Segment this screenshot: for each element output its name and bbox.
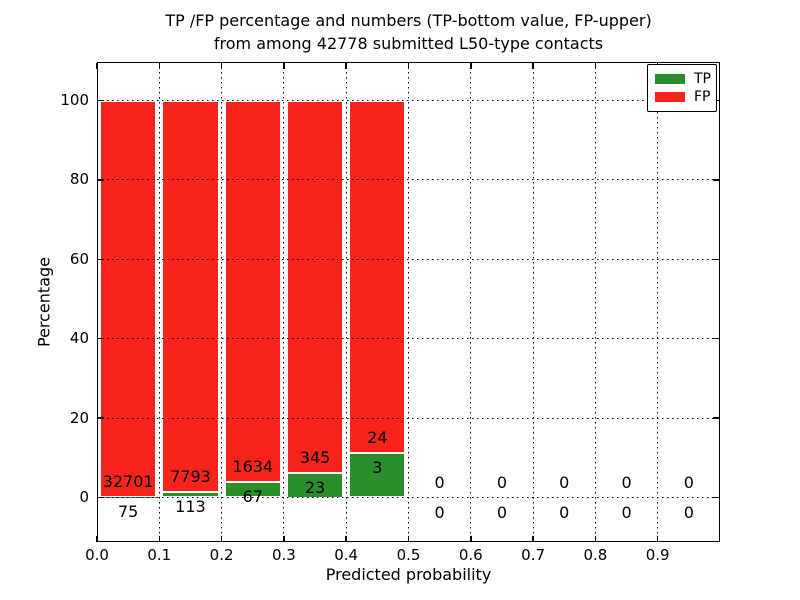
tp-count-label: 0 <box>621 502 632 522</box>
bar-fp-segment <box>348 100 407 454</box>
x-tick-bottom <box>96 536 98 542</box>
x-tick-bottom <box>345 536 347 542</box>
x-tick-bottom <box>158 536 161 542</box>
tp-count-label: 67 <box>242 486 263 506</box>
tp-count-label: 75 <box>117 501 139 521</box>
y-tick-left <box>98 337 104 340</box>
y-tick-label: 60 <box>69 249 89 268</box>
vertical-gridline <box>345 62 347 542</box>
y-tick-label: 20 <box>69 408 89 427</box>
legend-item-fp: FP <box>655 88 711 105</box>
fp-count-label: 0 <box>559 472 570 492</box>
fp-count-label: 345 <box>299 447 331 467</box>
x-tick-bottom <box>656 536 659 542</box>
x-tick-label: 0.6 <box>458 546 483 564</box>
x-tick-label: 0.0 <box>85 546 109 564</box>
y-tick-left <box>98 99 104 102</box>
bar-fp-segment <box>223 100 282 482</box>
fp-count-label: 1634 <box>232 456 274 476</box>
tp-count-label: 0 <box>434 502 445 522</box>
fp-count-label: 0 <box>496 472 508 492</box>
x-tick-bottom <box>220 536 223 542</box>
x-tick-top <box>470 63 472 69</box>
horizontal-gridline <box>97 497 720 498</box>
fp-count-label: 24 <box>367 428 388 448</box>
y-tick-right <box>713 337 719 340</box>
fp-count-label: 0 <box>683 472 694 492</box>
bar-fp-segment <box>161 100 220 492</box>
legend: TP FP <box>647 64 717 112</box>
tp-count-label: 23 <box>304 477 326 497</box>
x-tick-top <box>220 63 223 69</box>
y-tick-right <box>713 496 719 499</box>
vertical-gridline <box>532 62 534 542</box>
bar-fp-segment <box>285 100 345 473</box>
vertical-gridline <box>594 62 596 542</box>
legend-swatch-tp <box>655 74 685 84</box>
bar-tp-segment <box>348 453 407 498</box>
bar-tp-segment <box>223 481 282 498</box>
x-tick-label: 0.7 <box>521 546 546 564</box>
tp-count-label: 0 <box>683 502 694 522</box>
x-tick-bottom <box>532 536 534 542</box>
x-tick-top <box>345 63 347 69</box>
x-axis-label: Predicted probability <box>325 565 492 584</box>
x-tick-top <box>283 63 285 69</box>
fp-count-label: 0 <box>434 472 445 492</box>
legend-item-tp: TP <box>655 70 711 87</box>
y-tick-label: 80 <box>69 170 89 189</box>
chart-title-line2: from among 42778 submitted L50-type cont… <box>213 34 604 53</box>
x-tick-label: 0.2 <box>209 546 234 564</box>
vertical-gridline <box>657 62 659 542</box>
horizontal-gridline <box>97 417 720 419</box>
y-tick-right <box>713 417 719 419</box>
x-tick-label: 0.4 <box>334 546 359 564</box>
x-tick-top <box>158 63 161 69</box>
x-tick-bottom <box>594 536 597 542</box>
vertical-gridline <box>283 62 285 542</box>
y-tick-left <box>98 179 104 181</box>
vertical-gridline <box>408 62 409 542</box>
x-tick-top <box>532 63 534 69</box>
vertical-gridline <box>158 62 160 542</box>
fp-count-label: 32701 <box>102 471 154 491</box>
tp-count-label: 0 <box>496 502 508 522</box>
legend-swatch-fp <box>655 92 685 102</box>
legend-label-fp: FP <box>694 88 711 105</box>
x-tick-label: 0.5 <box>396 546 421 564</box>
horizontal-gridline <box>97 100 720 101</box>
x-tick-bottom <box>283 536 285 542</box>
y-tick-left <box>98 258 104 261</box>
tp-count-label: 113 <box>175 496 206 516</box>
y-tick-label: 0 <box>79 488 89 506</box>
x-tick-label: 0.3 <box>271 546 296 564</box>
horizontal-gridline <box>97 258 720 260</box>
tp-count-label: 3 <box>372 458 383 478</box>
x-tick-top <box>594 63 597 69</box>
x-tick-label: 0.9 <box>645 546 670 564</box>
vertical-gridline <box>221 62 223 542</box>
x-tick-bottom <box>407 536 410 542</box>
chart-title-line1: TP /FP percentage and numbers (TP-bottom… <box>165 11 652 30</box>
y-tick-label: 40 <box>69 329 89 348</box>
y-tick-right <box>713 258 719 261</box>
horizontal-gridline <box>97 179 720 181</box>
y-tick-right <box>713 179 719 181</box>
x-tick-label: 0.8 <box>583 546 608 564</box>
x-tick-bottom <box>470 536 472 542</box>
y-tick-label: 100 <box>60 91 89 109</box>
x-tick-label: 0.1 <box>147 546 172 564</box>
x-tick-top <box>407 63 410 69</box>
x-tick-top <box>96 63 98 69</box>
fp-count-label: 0 <box>621 472 632 492</box>
fp-count-label: 7793 <box>170 466 211 486</box>
y-tick-left <box>98 417 104 419</box>
y-tick-left <box>98 496 104 499</box>
tp-count-label: 0 <box>559 502 570 522</box>
legend-label-tp: TP <box>694 70 711 87</box>
bar-fp-segment <box>99 100 158 497</box>
horizontal-gridline <box>97 338 720 340</box>
vertical-gridline <box>470 62 472 542</box>
